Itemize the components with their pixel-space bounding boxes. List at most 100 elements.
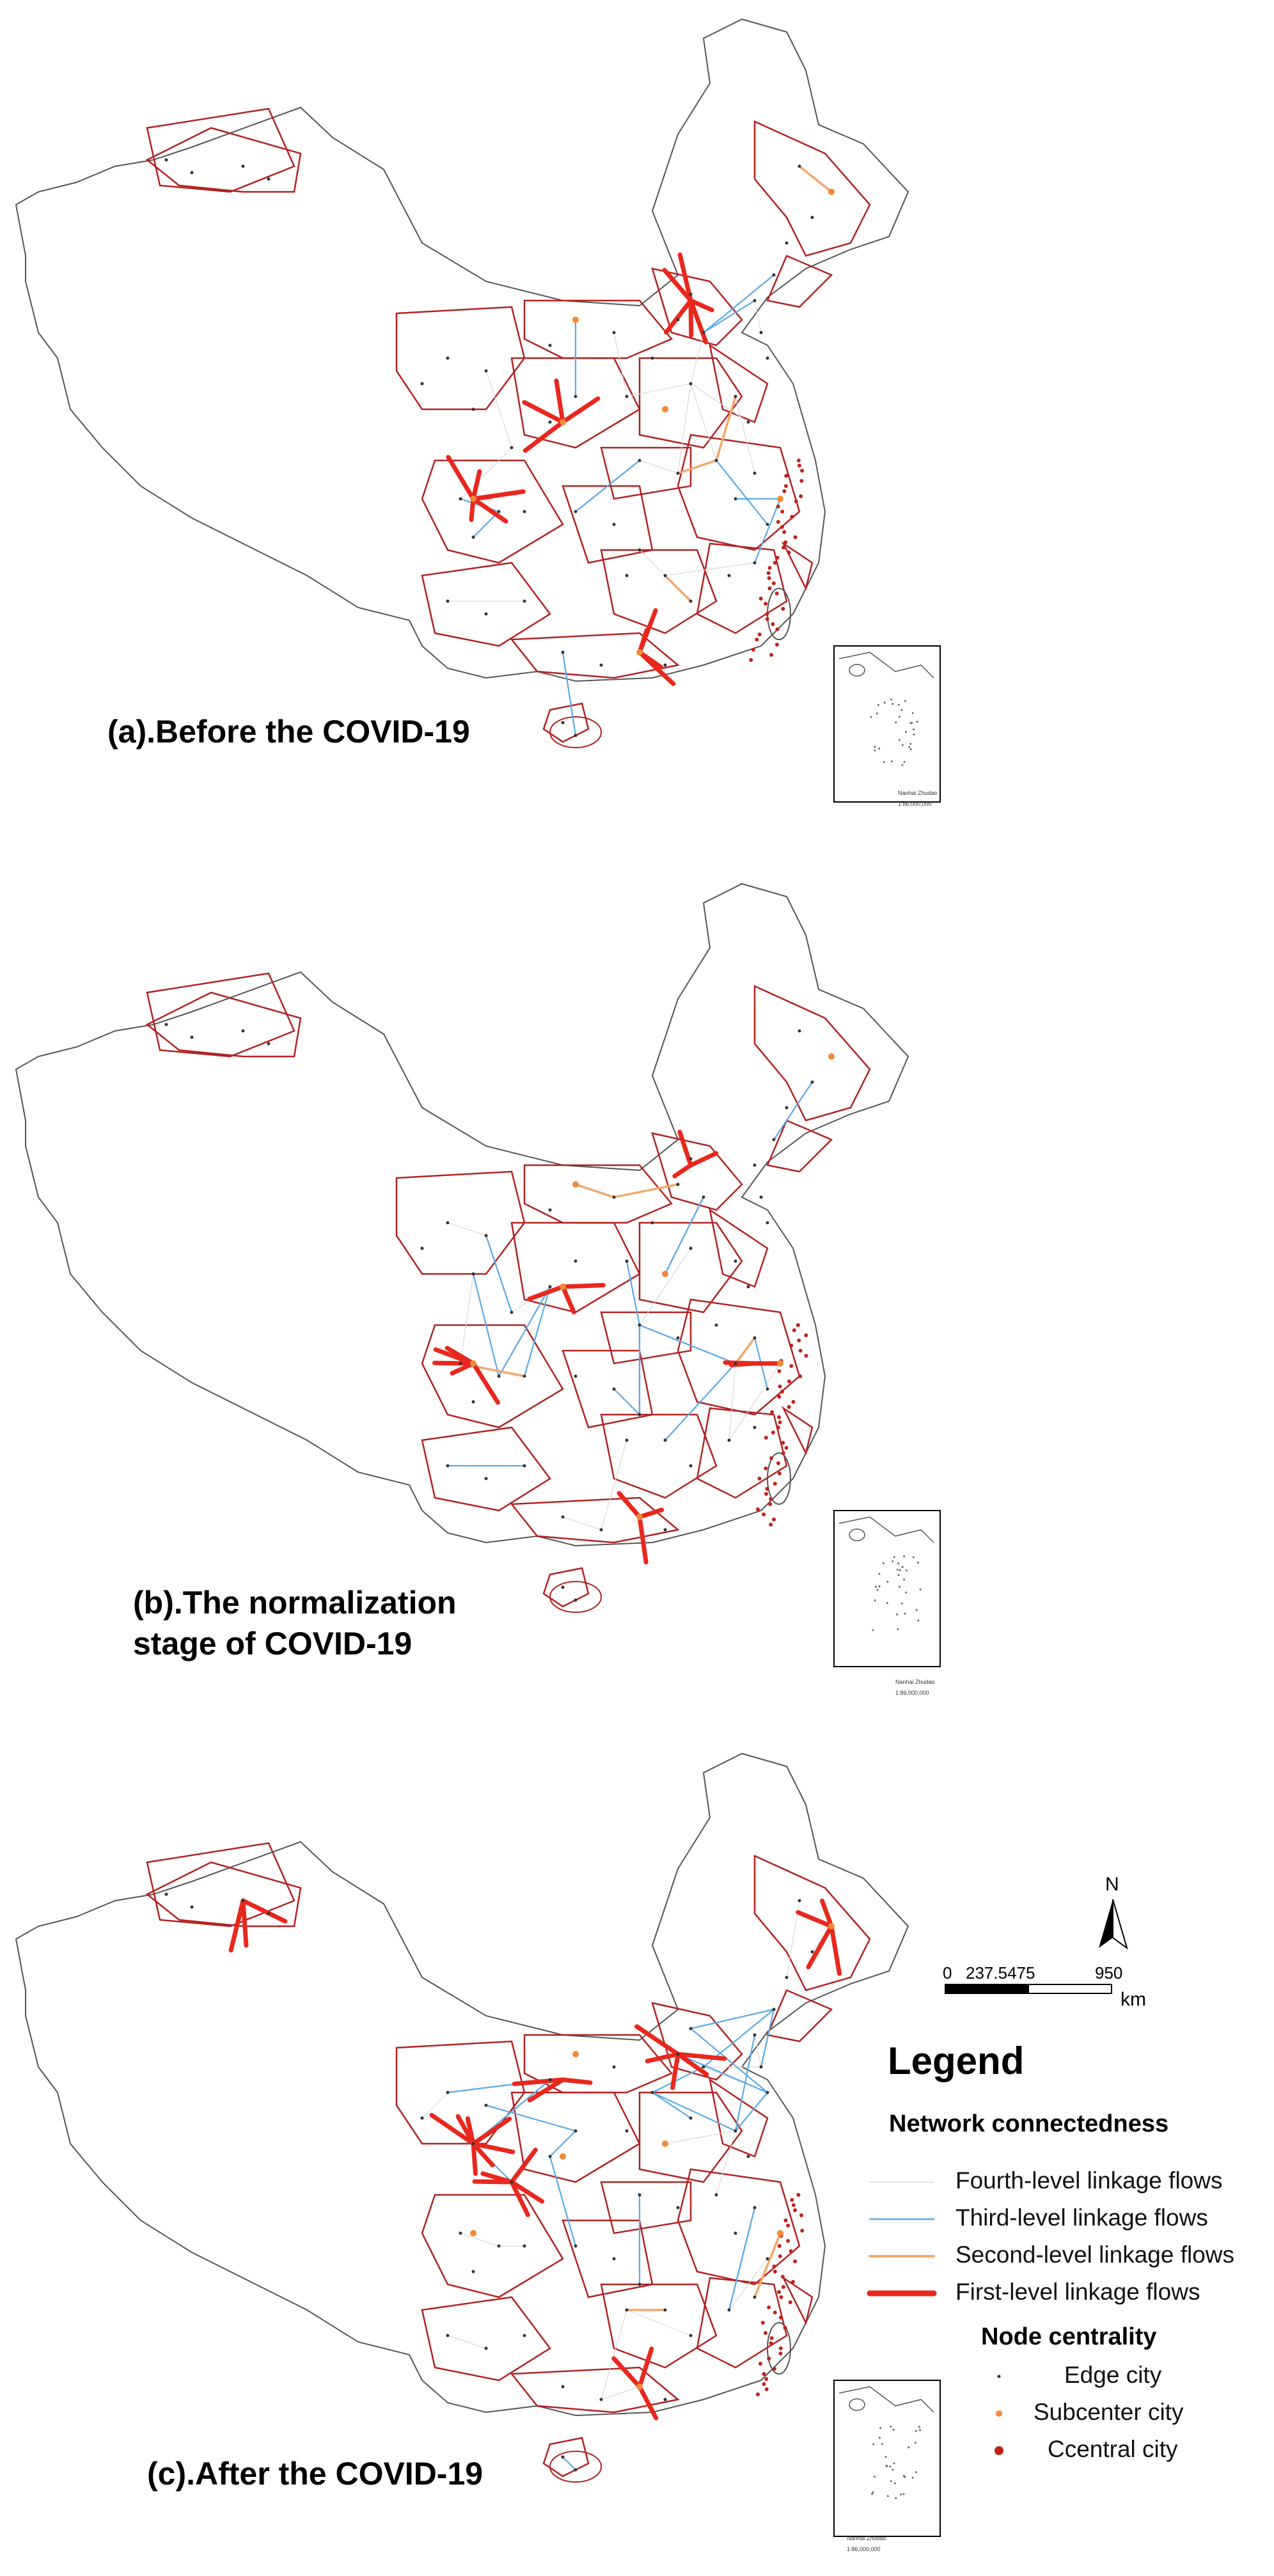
flow-fourth-level xyxy=(754,300,762,333)
map-panel-c xyxy=(15,1752,941,2537)
central-city-node xyxy=(780,1390,784,1394)
inset-islet xyxy=(898,739,900,741)
province-boundary xyxy=(753,120,871,257)
flow-fourth-level xyxy=(728,1363,781,1441)
subcenter-city-node xyxy=(662,2140,668,2147)
flow-third-level xyxy=(665,1363,736,1441)
flow-fourth-level xyxy=(601,2309,627,2400)
inset-frame xyxy=(833,1510,941,1667)
flow-fourth-level xyxy=(447,1222,487,1236)
central-city-node xyxy=(767,2357,771,2360)
flow-first-level xyxy=(554,378,565,425)
central-city-node xyxy=(784,474,789,478)
province-boundary xyxy=(146,972,295,1058)
central-city-node xyxy=(767,566,772,570)
flow-fourth-level xyxy=(690,383,717,461)
flow-third-level xyxy=(485,2104,576,2132)
flow-first-level xyxy=(512,2077,565,2087)
flow-first-level xyxy=(637,2384,659,2421)
central-city-node xyxy=(787,551,791,554)
edge-city-node xyxy=(241,1899,245,1903)
flow-first-level xyxy=(523,420,565,453)
central-city-node xyxy=(799,2213,804,2217)
edge-city-node xyxy=(676,318,680,322)
inset-islet xyxy=(895,2497,897,2499)
province-boundary xyxy=(600,549,718,634)
inset-a-scale: 1:86,000,000 xyxy=(898,801,932,807)
central-city-node xyxy=(757,1477,762,1480)
flow-first-level xyxy=(509,2148,538,2185)
inset-islet xyxy=(872,2491,874,2494)
edge-city-node xyxy=(574,1259,578,1263)
inset-islet xyxy=(919,1588,922,1590)
central-city-node xyxy=(782,546,786,549)
flow-first-level xyxy=(677,1129,693,1168)
flow-third-level xyxy=(734,2034,756,2132)
country-outline xyxy=(15,18,909,682)
flow-third-level xyxy=(665,1197,704,1275)
flow-third-level xyxy=(652,2066,704,2093)
inset-islet xyxy=(874,749,876,751)
edge-city-node xyxy=(574,510,578,514)
inset-islet xyxy=(890,698,893,701)
flow-third-level xyxy=(613,1388,640,1415)
edge-city-node xyxy=(510,446,514,450)
central-city-node xyxy=(775,643,779,647)
edge-city-node xyxy=(561,2385,565,2389)
flow-first-level xyxy=(471,2141,495,2168)
central-city-node xyxy=(764,1466,768,1470)
subcenter-city-node xyxy=(777,1360,783,1367)
inset-c-scale: 1:86,000,000 xyxy=(847,2546,881,2552)
country-outline xyxy=(15,883,909,1547)
panel-c-title: (c).After the COVID-19 xyxy=(147,2453,483,2494)
edge-city-node xyxy=(548,1285,552,1289)
inset-islet xyxy=(885,2456,887,2458)
edge-city-node xyxy=(785,1106,789,1110)
subcenter-city-node xyxy=(560,1284,566,1290)
inset-coast xyxy=(838,1516,934,1543)
province-boundary xyxy=(145,127,302,193)
central-city-node xyxy=(776,520,780,524)
edge-city-node xyxy=(753,1163,757,1167)
edge-city-node xyxy=(164,1023,168,1026)
province-boundary xyxy=(510,357,641,449)
inset-islet xyxy=(915,2471,918,2474)
edge-city-node xyxy=(497,2244,501,2248)
edge-city-node xyxy=(484,612,488,616)
inset-islet xyxy=(899,1569,901,1571)
inset-frame xyxy=(833,2380,941,2537)
edge-city-node xyxy=(625,395,629,398)
province-boundary xyxy=(510,2091,641,2183)
edge-city-node xyxy=(459,2231,462,2235)
edge-city-node xyxy=(702,1195,705,1199)
inset-islet xyxy=(917,1619,920,1622)
flow-third-level xyxy=(753,498,782,563)
flow-first-level xyxy=(471,489,526,501)
central-city-node xyxy=(778,2254,782,2258)
central-city-node xyxy=(780,510,785,514)
flow-third-level xyxy=(523,1286,551,1377)
province-boundary xyxy=(421,562,551,647)
flow-fourth-level xyxy=(690,383,749,423)
central-city-node xyxy=(789,1364,794,1368)
edge-city-node xyxy=(689,2027,693,2030)
inset-islet xyxy=(878,748,881,750)
edge-city-node xyxy=(759,331,763,334)
flow-first-level xyxy=(471,496,508,524)
flow-fourth-level xyxy=(421,2092,448,2119)
inset-islet xyxy=(911,712,914,714)
legend-node-swatch xyxy=(997,2375,1001,2378)
inset-islet xyxy=(904,2476,906,2478)
edge-city-node xyxy=(702,331,705,334)
central-city-node xyxy=(782,489,787,493)
flow-second-level xyxy=(798,165,833,193)
central-city-node xyxy=(796,2193,801,2197)
central-city-node xyxy=(775,627,780,631)
central-city-node xyxy=(765,612,769,616)
central-city-node xyxy=(794,499,798,503)
edge-city-node xyxy=(810,216,814,219)
inset-islet xyxy=(900,709,903,712)
edge-city-node xyxy=(574,1598,578,1602)
subcenter-city-node xyxy=(572,2051,579,2057)
